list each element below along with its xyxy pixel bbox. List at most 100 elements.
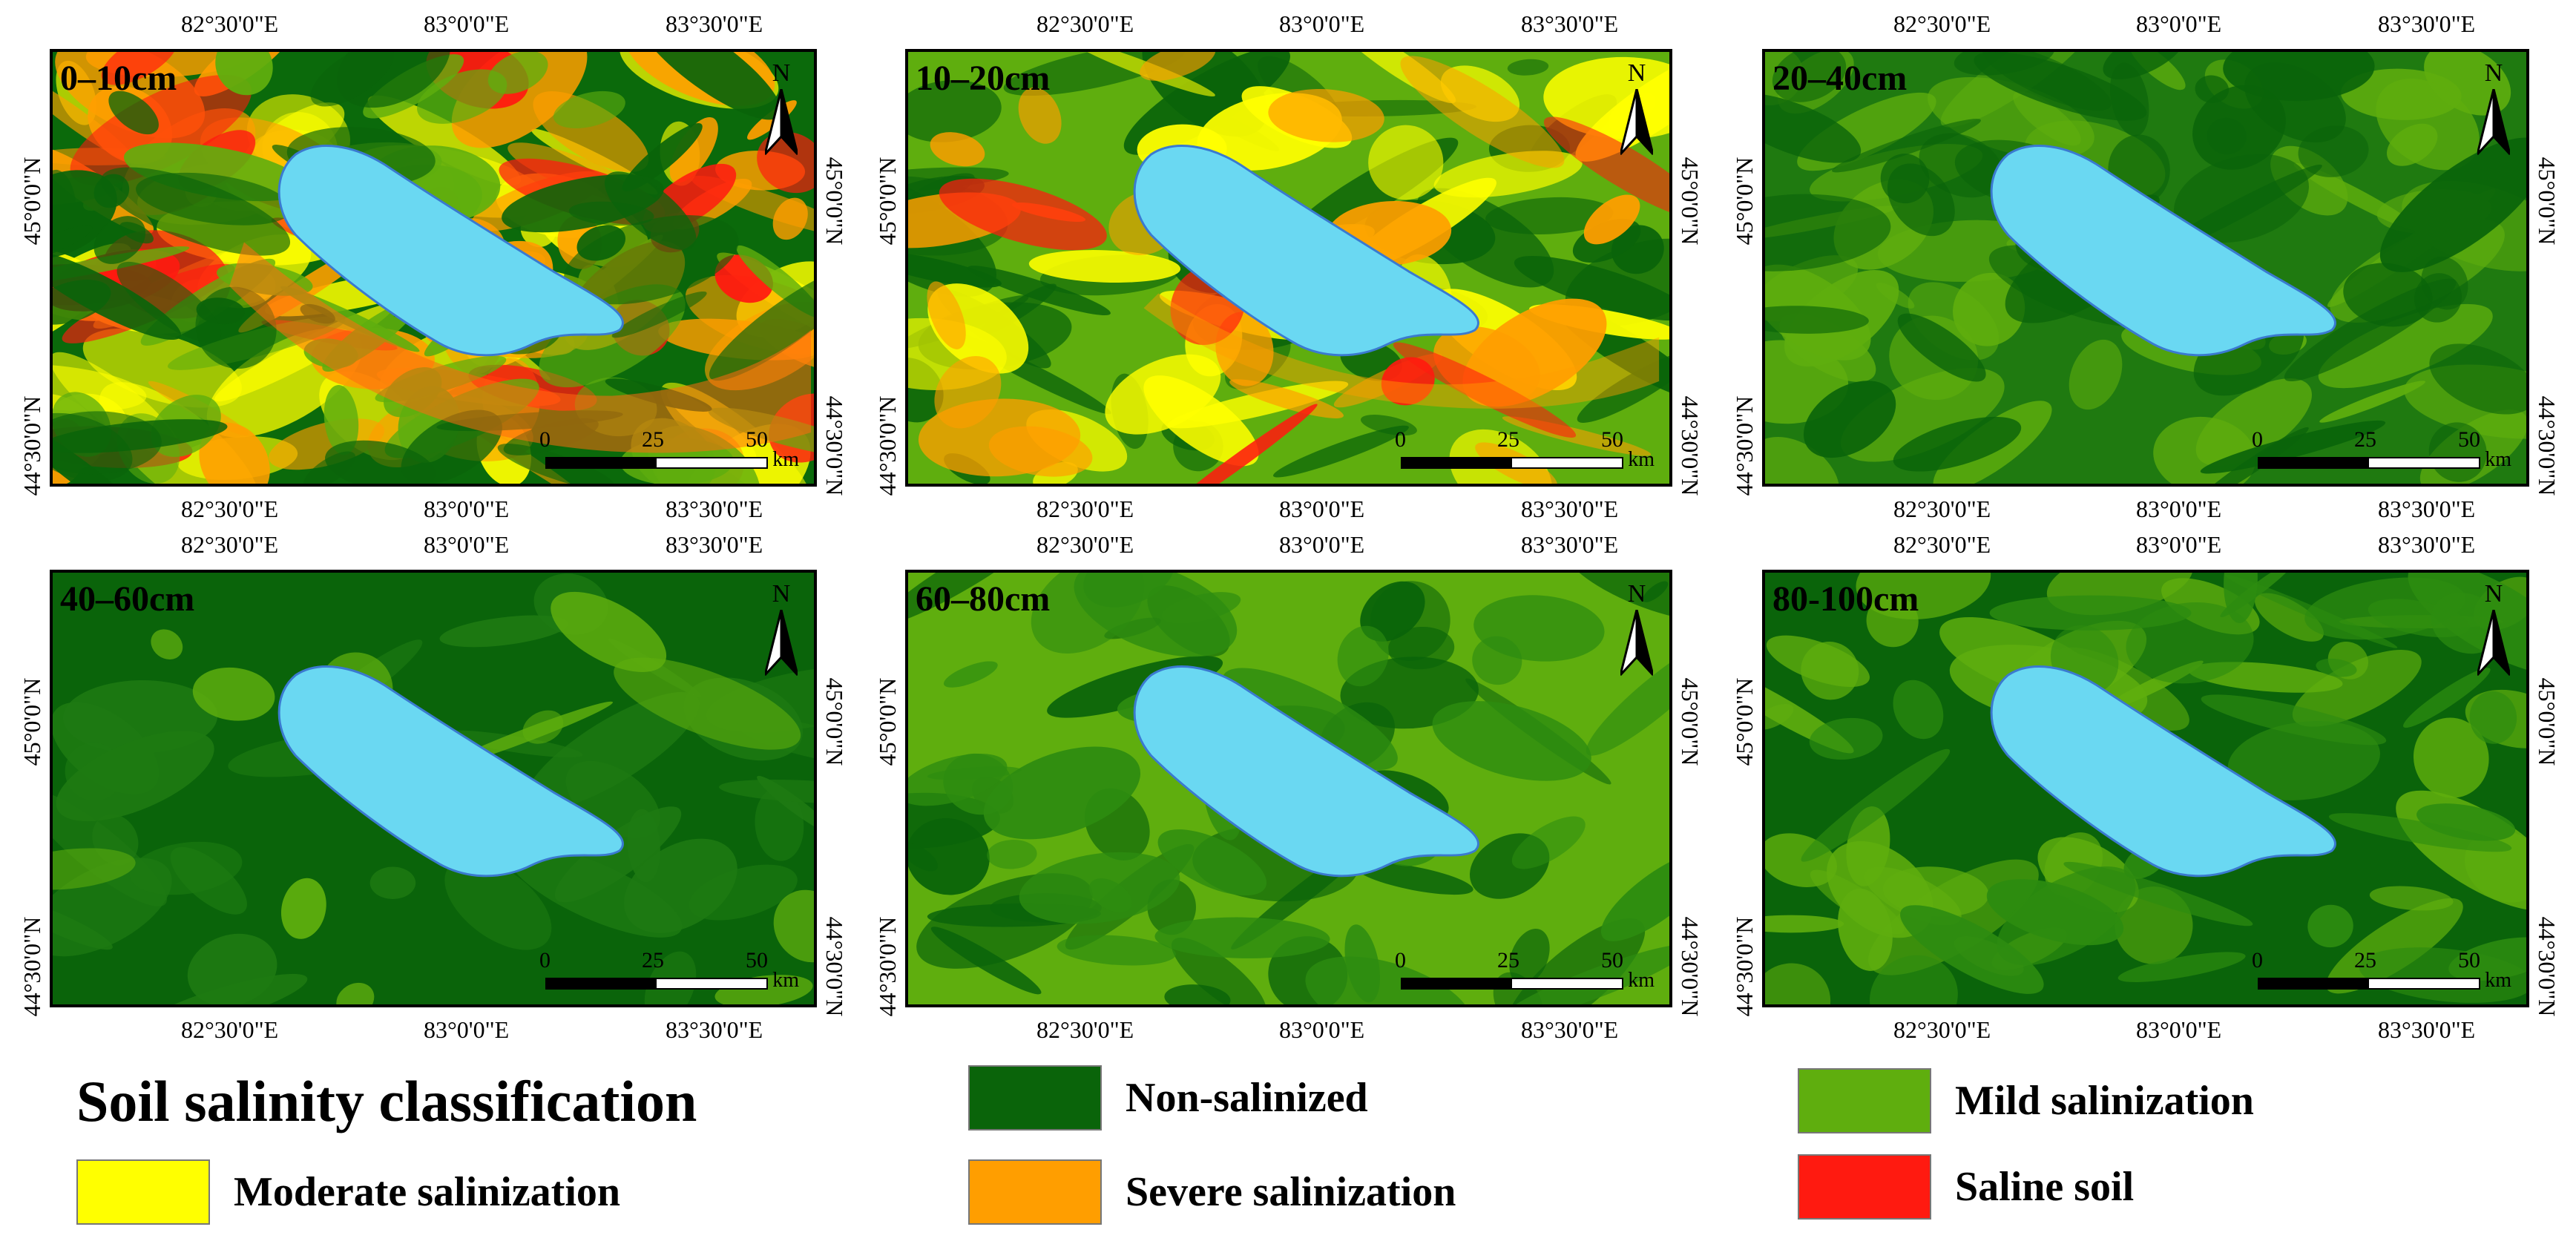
salinity-patch [53,411,162,475]
depth-label: 40–60cm [60,579,195,619]
scale-bar-graphic [1401,457,1623,469]
salinity-patch [1600,852,1669,941]
salinity-patch [1400,56,1565,168]
salinity-patch [568,201,654,226]
longitude-tick-label: 83°0'0"E [1279,10,1365,37]
salinity-patch [53,246,190,286]
salinity-patch [1583,194,1640,245]
salinity-patch [1809,717,1883,760]
longitude-tick-label: 82°30'0"E [1036,496,1134,522]
salinity-patch [70,74,252,186]
salinity-patch [930,132,985,167]
salinity-patch [1765,963,1831,1004]
salinity-patch [136,172,292,226]
salinity-patch [2126,602,2254,684]
salinity-patch [2316,658,2357,677]
legend-swatch [1798,1068,1931,1133]
salinity-patch [1586,638,1669,756]
scale-label: 50 [746,427,768,452]
scale-label: 50 [1601,427,1623,452]
salinity-patch [773,889,814,963]
salinity-patch [444,858,552,950]
scale-unit: km [1628,969,1655,992]
scale-bar: 0 25 50 km [1395,948,1655,993]
salinity-patch [1154,917,1330,958]
longitude-tick-label: 82°30'0"E [1893,1016,1991,1043]
salinity-patch [1765,194,1891,271]
longitude-tick-label: 82°30'0"E [1893,531,1991,558]
legend-label: Severe salinization [1126,1169,1456,1215]
north-arrow-icon [2477,89,2510,156]
legend-swatch [76,1159,210,1225]
salinity-patch [1974,52,2147,121]
longitude-tick-label: 83°0'0"E [2136,496,2222,522]
longitude-tick-label: 83°0'0"E [424,10,510,37]
salinity-patch [2223,52,2375,102]
salinity-patch [908,843,939,872]
north-label: N [772,59,791,87]
salinity-map [908,573,1669,1004]
salinity-patch [1368,125,1444,200]
map-panel: 10–20cm N 0 25 50 km [905,49,1672,487]
salinity-patch [2429,343,2526,415]
north-label: N [2484,580,2503,608]
salinity-patch [129,841,243,895]
salinity-patch [918,398,1081,477]
latitude-tick-label: 45°0'0"N [874,677,901,766]
salinity-patch [553,90,625,128]
latitude-tick-label: 45°0'0"N [19,157,45,246]
legend-label: Non-salinized [1126,1075,1368,1121]
lake [1133,665,1479,878]
latitude-tick-label: 44°30'0"N [19,916,45,1017]
salinity-patch [2255,593,2324,642]
longitude-tick-label: 82°30'0"E [1036,10,1134,37]
salinity-patch [1057,935,1176,966]
salinity-patch [1356,862,1473,895]
latitude-tick-label: 44°30'0"N [1677,395,1703,496]
north-arrow: N [759,580,804,684]
salinity-patch [2224,573,2258,624]
longitude-tick-label: 83°30'0"E [2378,10,2476,37]
salinity-patch [56,731,214,822]
longitude-tick-label: 82°30'0"E [1893,10,1991,37]
salinity-patch [1361,415,1417,436]
longitude-tick-label: 83°0'0"E [424,531,510,558]
longitude-tick-label: 82°30'0"E [181,1016,279,1043]
salinity-patch [1801,748,1951,862]
salinity-patch [637,52,781,120]
salinity-patch [1028,250,1181,283]
salinity-patch [1765,306,1869,334]
salinity-patch [554,806,682,903]
salinity-patch [669,116,718,183]
salinity-patch [1105,354,1221,435]
scale-label: 0 [1395,948,1406,973]
salinity-patch [1575,52,1669,162]
salinity-patch [53,363,147,412]
salinity-patch [1841,368,2005,462]
salinity-patch [1360,581,1425,642]
salinity-patch [2307,904,2353,948]
salinity-map [53,52,814,484]
salinity-patch [908,818,990,895]
salinity-patch [1344,924,1380,1003]
salinity-patch [2284,278,2457,382]
latitude-tick-label: 44°30'0"N [1677,916,1703,1017]
latitude-tick-label: 45°0'0"N [1731,157,1758,246]
salinity-patch [116,261,222,343]
salinity-patch [439,615,568,648]
salinity-patch [369,866,416,899]
longitude-tick-label: 82°30'0"E [181,10,279,37]
salinity-patch [1866,594,1919,648]
map-panel: 40–60cm N 0 25 50 km [50,570,817,1007]
salinity-patch [1870,955,1958,1004]
depth-label: 20–40cm [1772,59,1908,98]
salinity-patch [1772,52,1847,102]
north-label: N [2484,59,2503,87]
salinity-patch [1337,625,1389,687]
salinity-patch [1160,404,1318,484]
north-arrow: N [1614,580,1659,684]
salinity-patch [772,197,808,240]
north-arrow: N [759,59,804,163]
salinity-patch [1893,416,2022,472]
salinity-patch [2117,952,2246,982]
